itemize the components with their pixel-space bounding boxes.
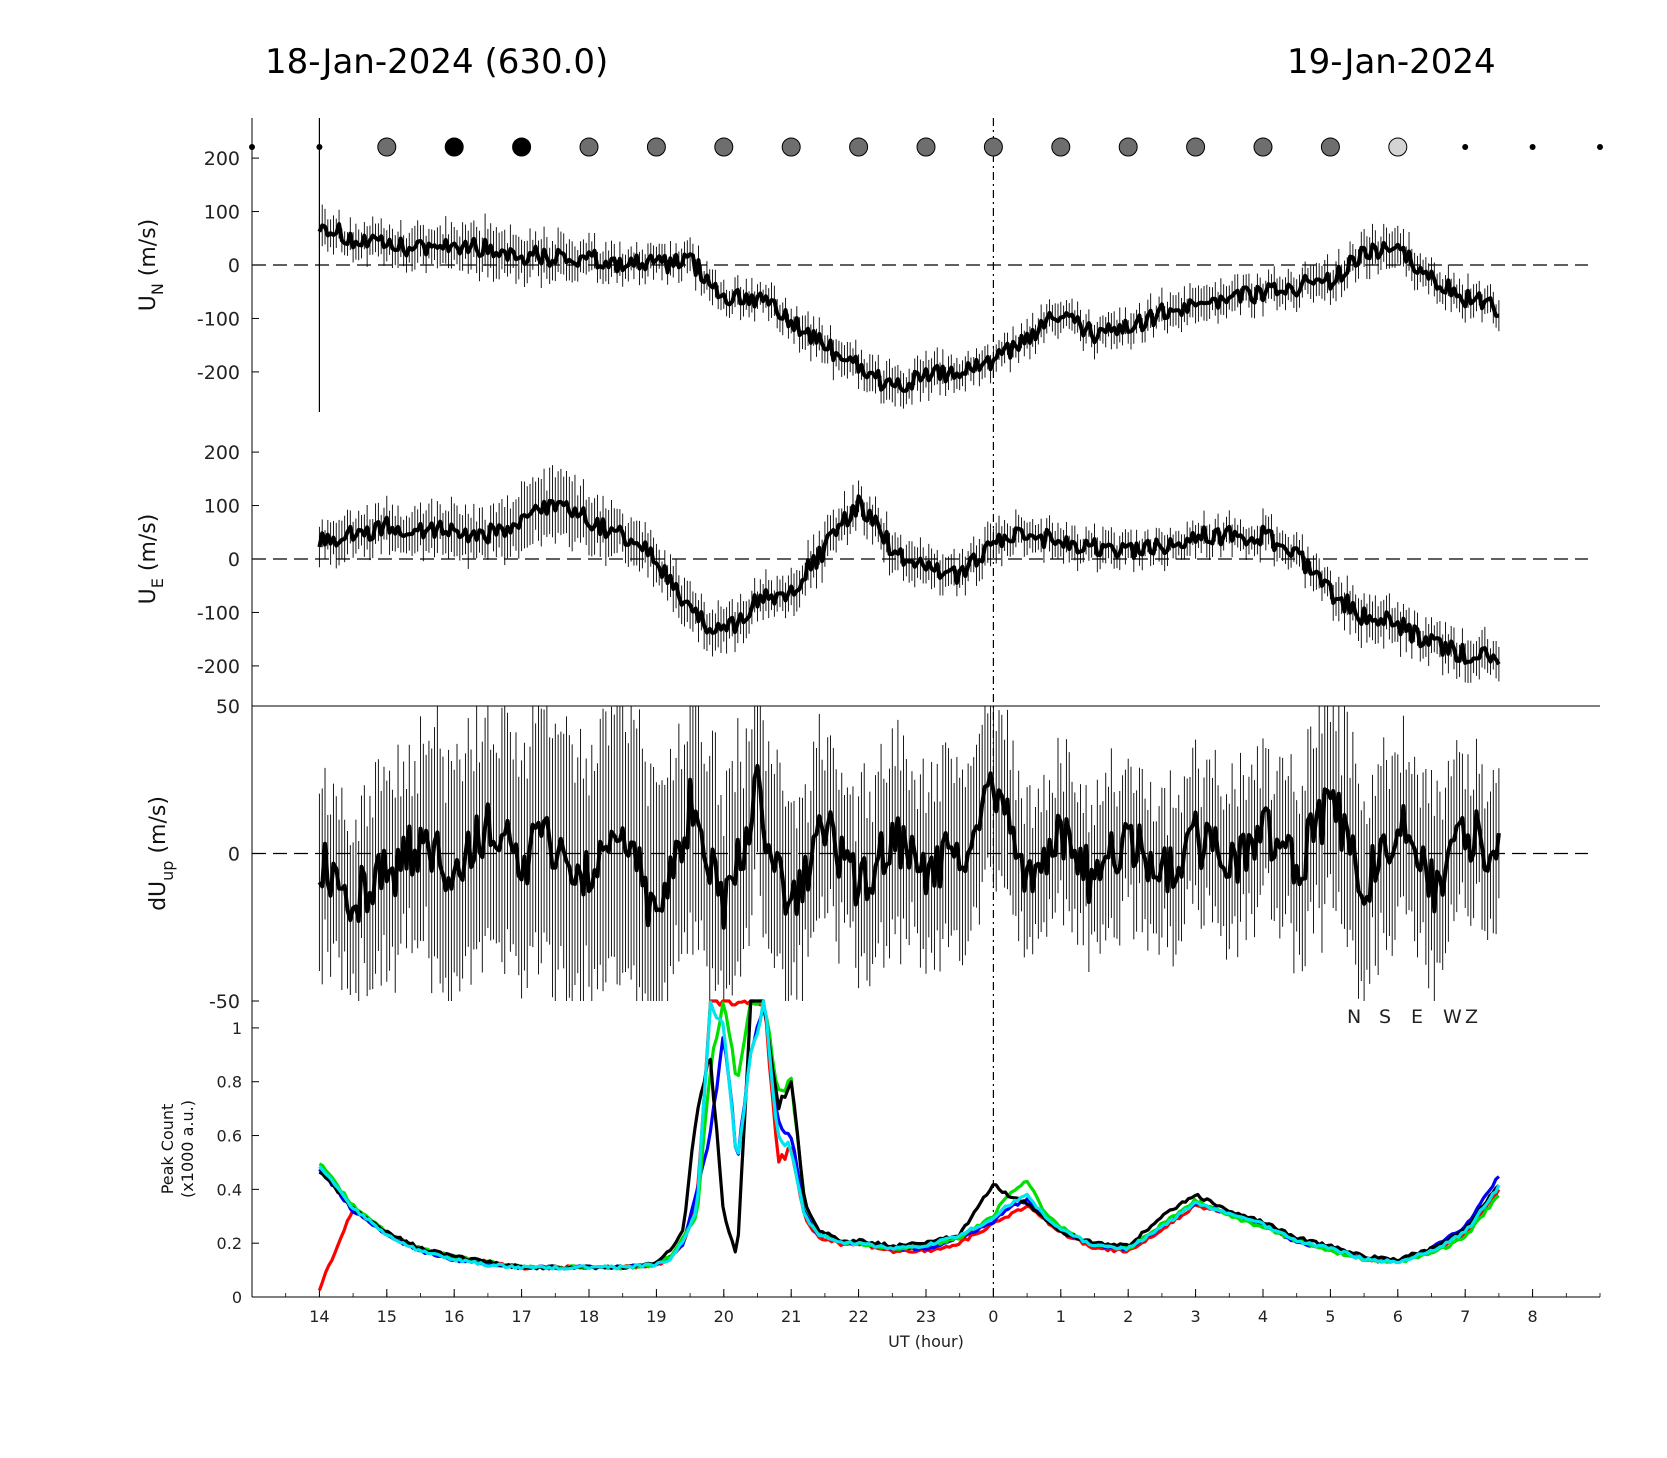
status-marker	[714, 137, 734, 157]
status-marker	[444, 137, 464, 157]
legend-entry: Z	[1465, 1006, 1478, 1028]
status-dot	[1529, 144, 1536, 150]
status-marker	[1320, 137, 1340, 157]
y-axis-title: UN (m/s)	[136, 219, 167, 312]
legend-entry: E	[1411, 1006, 1423, 1028]
y-axis-title-unit: (x1000 a.u.)	[178, 1100, 197, 1198]
x-tick-label: 23	[916, 1307, 936, 1326]
status-marker	[1253, 137, 1273, 157]
y-tick-label: 0	[228, 255, 240, 277]
status-marker	[849, 137, 869, 157]
x-tick-label: 1	[1056, 1307, 1066, 1326]
y-tick-label: 50	[216, 696, 240, 718]
x-tick-label: 8	[1528, 1307, 1538, 1326]
x-tick-label: 2	[1123, 1307, 1133, 1326]
status-dot	[1462, 144, 1469, 150]
y-tick-label: 0.2	[217, 1234, 242, 1253]
y-tick-label: 0	[232, 1288, 242, 1307]
y-tick-label: 1	[232, 1019, 242, 1038]
y-tick-label: 0.4	[217, 1180, 242, 1199]
y-tick-label: 100	[204, 496, 240, 518]
x-tick-label: 20	[714, 1307, 734, 1326]
y-tick-label: 200	[204, 442, 240, 464]
legend-entry: N	[1347, 1006, 1361, 1028]
status-dot	[249, 144, 255, 150]
y-tick-label: -100	[197, 308, 240, 330]
x-tick-label: 6	[1393, 1307, 1403, 1326]
y-axis-title: dUup (m/s)	[146, 796, 177, 911]
series-line-Z	[318, 999, 1501, 1271]
status-marker	[983, 137, 1003, 157]
legend-entry: S	[1379, 1006, 1391, 1028]
axes-layer	[251, 118, 1601, 1298]
y-tick-label: 0	[228, 549, 240, 571]
y-tick-label: -50	[209, 991, 240, 1013]
status-marker	[1118, 137, 1138, 157]
x-tick-label: 21	[781, 1307, 801, 1326]
y-tick-label: -100	[197, 602, 240, 624]
x-tick-label: 3	[1191, 1307, 1201, 1326]
status-marker	[781, 137, 801, 157]
date-title-right: 19-Jan-2024	[1287, 42, 1496, 82]
status-dot	[1597, 144, 1603, 150]
series-line	[317, 222, 1500, 393]
x-tick-label: 0	[988, 1307, 998, 1326]
x-tick-label: 19	[646, 1307, 666, 1326]
y-tick-label: 100	[204, 202, 240, 224]
y-tick-label: 0.8	[217, 1073, 242, 1092]
y-tick-label: -200	[197, 362, 240, 384]
x-tick-label: 7	[1460, 1307, 1470, 1326]
status-marker	[512, 137, 532, 157]
y-tick-label: 200	[204, 148, 240, 170]
x-tick-label: 5	[1325, 1307, 1335, 1326]
status-marker	[1388, 137, 1408, 157]
status-marker	[916, 137, 936, 157]
data-layer	[249, 118, 1603, 1291]
y-axis-title: UE (m/s)	[136, 514, 167, 605]
y-tick-label: -200	[197, 656, 240, 678]
status-marker	[1186, 137, 1206, 157]
series-line-E	[318, 1007, 1500, 1271]
series-line	[317, 763, 1501, 930]
x-axis-title: UT (hour)	[888, 1332, 964, 1351]
x-tick-label: 16	[444, 1307, 464, 1326]
x-tick-label: 22	[848, 1307, 868, 1326]
y-axis-title: Peak Count	[158, 1104, 177, 1195]
y-tick-label: 0.6	[217, 1127, 242, 1146]
y-tick-label: 0	[228, 844, 240, 866]
status-marker	[377, 137, 397, 157]
x-tick-label: 18	[579, 1307, 599, 1326]
series-line	[317, 494, 1501, 666]
status-marker	[579, 137, 599, 157]
series-line-N	[318, 999, 1501, 1271]
x-tick-label: 17	[511, 1307, 531, 1326]
x-tick-label: 4	[1258, 1307, 1268, 1326]
date-title-left: 18-Jan-2024 (630.0)	[265, 42, 609, 82]
x-tick-label: 14	[309, 1307, 329, 1326]
status-marker	[1051, 137, 1071, 157]
series-line-W	[318, 999, 1500, 1271]
x-tick-label: 15	[377, 1307, 397, 1326]
status-marker	[646, 137, 666, 157]
legend-entry: W	[1443, 1006, 1462, 1028]
